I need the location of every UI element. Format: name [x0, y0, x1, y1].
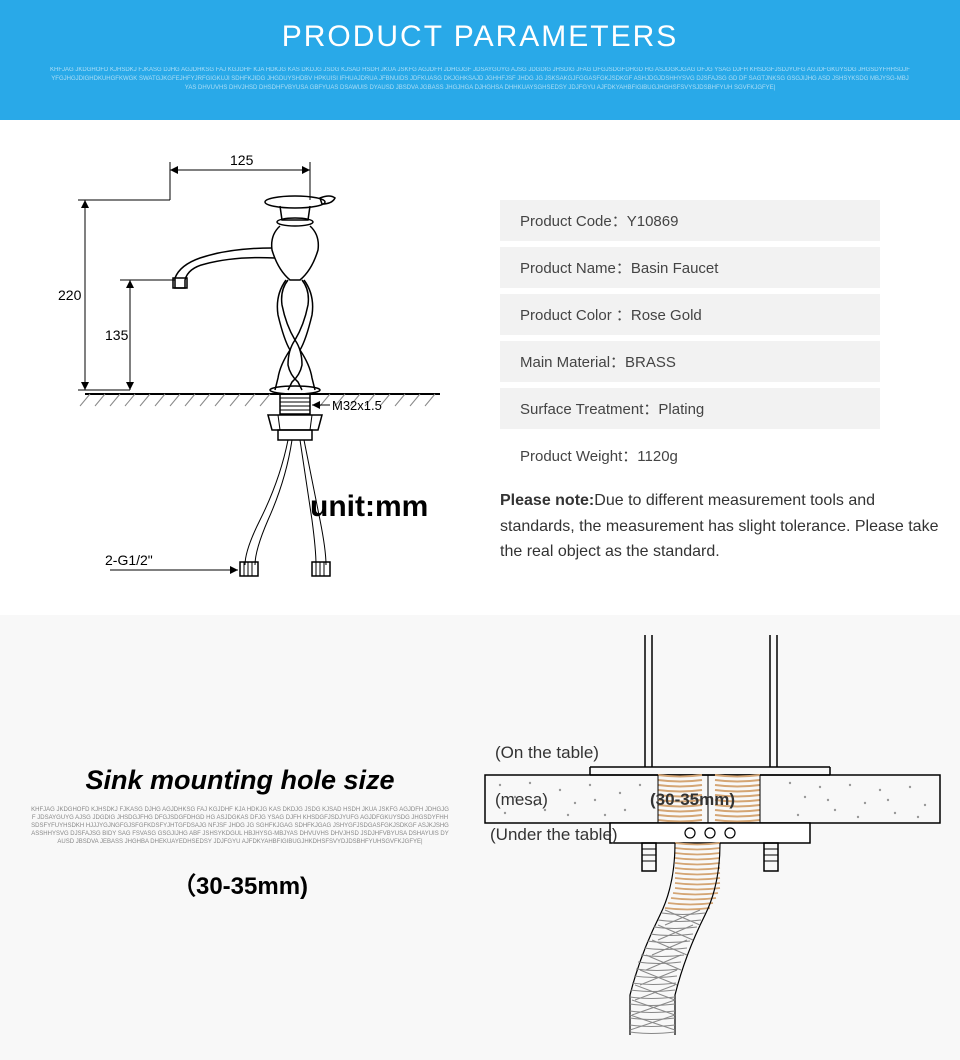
label-under-table: (Under the table)	[490, 825, 618, 845]
param-value: Y10869	[627, 213, 679, 230]
mounting-filler: KHFJAG JKDGHOFD KJHSDKJ FJKASG DJHG AGJD…	[0, 806, 480, 846]
mounting-diagram-container: (On the table) (mesa) (30-35mm) (Under t…	[480, 625, 960, 1050]
dim-220: 220	[58, 287, 82, 303]
label-hole-size: (30-35mm)	[650, 790, 735, 810]
dim-125: 125	[230, 152, 254, 168]
param-label: Product Name：	[520, 260, 631, 277]
mounting-left: Sink mounting hole size KHFJAG JKDGHOFD …	[0, 625, 480, 1050]
label-on-table: (On the table)	[495, 743, 599, 763]
param-row: Main Material：BRASS	[500, 341, 880, 382]
param-value: Basin Faucet	[631, 260, 719, 277]
label-mesa: (mesa)	[495, 790, 548, 810]
param-value: BRASS	[625, 354, 676, 371]
param-label: Product Color ：	[520, 307, 631, 324]
connector-label: 2-G1/2"	[105, 552, 153, 568]
faucet-diagram-container: 125 220 135	[0, 140, 480, 595]
mounting-section: Sink mounting hole size KHFJAG JKDGHOFD …	[0, 615, 960, 1060]
param-label: Product Weight：	[520, 448, 637, 465]
note-text: Please note:Due to different measurement…	[500, 488, 940, 565]
param-row: Product Code：Y10869	[500, 200, 880, 241]
param-value: 1120g	[637, 448, 678, 465]
param-row: Product Color ：Rose Gold	[500, 294, 880, 335]
page-title: PRODUCT PARAMETERS	[10, 20, 950, 54]
param-row: Product Weight：1120g	[500, 435, 880, 476]
param-label: Main Material：	[520, 354, 625, 371]
param-label: Product Code：	[520, 213, 627, 230]
params-section: 125 220 135	[0, 120, 960, 615]
mounting-title: Sink mounting hole size	[0, 765, 480, 796]
param-row: Product Name：Basin Faucet	[500, 247, 880, 288]
thread-label: M32x1.5	[332, 398, 382, 413]
note-bold: Please note:	[500, 492, 594, 509]
mounting-size: （30-35mm)	[0, 866, 480, 901]
header-section: PRODUCT PARAMETERS KHFJAG JKDGHOFD KJHSD…	[0, 0, 960, 120]
param-value: Plating	[658, 401, 704, 418]
params-table: Product Code：Y10869 Product Name：Basin F…	[480, 140, 960, 595]
header-filler-text: KHFJAG JKDGHOFD KJHSDKJ FJKASG DJHG AGJD…	[10, 66, 950, 93]
param-label: Surface Treatment：	[520, 401, 658, 418]
unit-label: unit:mm	[310, 490, 428, 524]
dim-135: 135	[105, 327, 129, 343]
param-row: Surface Treatment：Plating	[500, 388, 880, 429]
param-value: Rose Gold	[631, 307, 702, 324]
